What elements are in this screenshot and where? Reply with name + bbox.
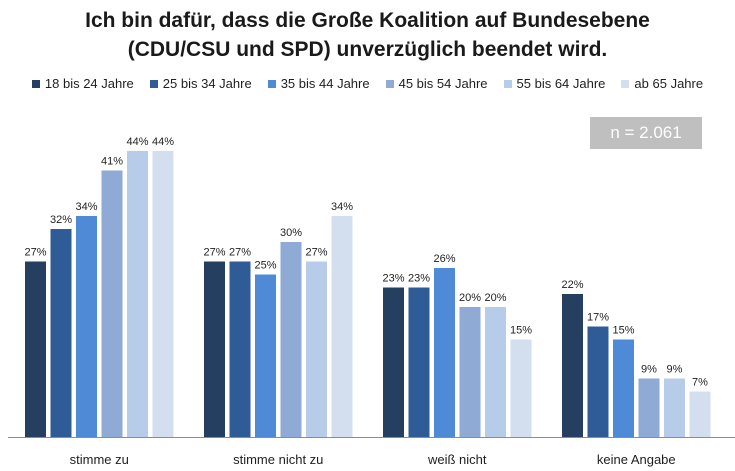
legend-item-65-plus: ab 65 Jahre	[621, 76, 703, 91]
category-label-stimme-nicht-zu: stimme nicht zu	[233, 452, 323, 467]
legend-label-35-44: 35 bis 44 Jahre	[280, 76, 370, 91]
legend-item-45-54: 45 bis 54 Jahre	[385, 76, 488, 91]
chart-title: Ich bin dafür, dass die Große Koalition …	[0, 6, 735, 64]
bar-weiss-nicht-25-bis-34-jahre	[408, 287, 430, 437]
bar-weiss-nicht-45-bis-54-jahre	[459, 307, 481, 437]
bar-weiss-nicht-ab-65-jahre	[510, 339, 532, 437]
legend-label-45-54: 45 bis 54 Jahre	[398, 76, 488, 91]
bar-stimme-nicht-zu-18-bis-24-jahre	[204, 261, 225, 437]
data-label-keine-angabe-18-bis-24-jahre: 22%	[561, 279, 583, 291]
legend-item-18-24: 18 bis 24 Jahre	[31, 76, 134, 91]
data-label-keine-angabe-55-bis-64-jahre: 9%	[667, 364, 683, 376]
bar-stimme-zu-45-bis-54-jahre	[101, 170, 123, 437]
bar-keine-angabe-35-bis-44-jahre	[613, 339, 634, 437]
data-label-stimme-zu-25-bis-34-jahre: 32%	[50, 214, 72, 226]
chart-title-line-2: (CDU/CSU und SPD) unverzüglich beendet w…	[127, 38, 608, 61]
data-label-keine-angabe-ab-65-jahre: 7%	[692, 377, 708, 389]
data-label-stimme-nicht-zu-35-bis-44-jahre: 25%	[254, 260, 276, 272]
bar-stimme-nicht-zu-55-bis-64-jahre	[306, 261, 327, 437]
bar-stimme-zu-ab-65-jahre	[152, 151, 174, 437]
bar-stimme-nicht-zu-35-bis-44-jahre	[255, 274, 276, 437]
bar-stimme-nicht-zu-25-bis-34-jahre	[229, 261, 251, 437]
legend-label-18-24: 18 bis 24 Jahre	[44, 76, 134, 91]
legend: 18 bis 24 Jahre 25 bis 34 Jahre 35 bis 4…	[0, 76, 735, 91]
bar-stimme-nicht-zu-ab-65-jahre	[331, 216, 353, 437]
legend-label-25-34: 25 bis 34 Jahre	[162, 76, 252, 91]
legend-swatch-55-64	[503, 79, 512, 88]
bar-stimme-zu-35-bis-44-jahre	[76, 216, 97, 437]
legend-swatch-65-plus	[621, 79, 630, 88]
bar-weiss-nicht-35-bis-44-jahre	[434, 268, 455, 437]
bar-keine-angabe-25-bis-34-jahre	[587, 326, 609, 437]
bar-keine-angabe-45-bis-54-jahre	[638, 378, 660, 437]
data-label-stimme-nicht-zu-ab-65-jahre: 34%	[331, 201, 353, 213]
sample-size-badge: n = 2.061	[590, 117, 702, 149]
data-label-stimme-nicht-zu-55-bis-64-jahre: 27%	[305, 247, 327, 259]
data-label-stimme-nicht-zu-45-bis-54-jahre: 30%	[280, 227, 302, 239]
category-label-weiss-nicht: weiß nicht	[427, 452, 487, 467]
legend-swatch-35-44	[267, 79, 276, 88]
data-label-weiss-nicht-35-bis-44-jahre: 26%	[433, 253, 455, 265]
bar-weiss-nicht-18-bis-24-jahre	[383, 287, 404, 437]
data-label-weiss-nicht-55-bis-64-jahre: 20%	[484, 292, 506, 304]
bar-stimme-zu-25-bis-34-jahre	[50, 229, 72, 437]
legend-label-65-plus: ab 65 Jahre	[634, 76, 704, 91]
category-label-stimme-zu: stimme zu	[70, 452, 129, 467]
bar-weiss-nicht-55-bis-64-jahre	[485, 307, 506, 437]
legend-item-25-34: 25 bis 34 Jahre	[149, 76, 252, 91]
data-label-stimme-nicht-zu-18-bis-24-jahre: 27%	[203, 247, 225, 259]
data-label-weiss-nicht-25-bis-34-jahre: 23%	[408, 273, 430, 285]
data-label-stimme-zu-ab-65-jahre: 44%	[152, 136, 174, 148]
data-label-stimme-zu-55-bis-64-jahre: 44%	[126, 136, 148, 148]
data-label-weiss-nicht-18-bis-24-jahre: 23%	[382, 273, 404, 285]
data-label-keine-angabe-35-bis-44-jahre: 15%	[612, 325, 634, 337]
data-label-weiss-nicht-45-bis-54-jahre: 20%	[459, 292, 481, 304]
legend-item-35-44: 35 bis 44 Jahre	[267, 76, 370, 91]
data-label-keine-angabe-25-bis-34-jahre: 17%	[587, 312, 609, 324]
category-label-keine-angabe: keine Angabe	[597, 452, 676, 467]
legend-item-55-64: 55 bis 64 Jahre	[503, 76, 606, 91]
legend-label-55-64: 55 bis 64 Jahre	[516, 76, 606, 91]
data-label-keine-angabe-45-bis-54-jahre: 9%	[641, 364, 657, 376]
data-label-stimme-zu-45-bis-54-jahre: 41%	[101, 156, 123, 168]
bar-keine-angabe-18-bis-24-jahre	[562, 294, 583, 437]
bar-keine-angabe-55-bis-64-jahre	[664, 378, 685, 437]
bar-stimme-nicht-zu-45-bis-54-jahre	[280, 242, 302, 437]
bar-keine-angabe-ab-65-jahre	[689, 391, 711, 437]
data-label-weiss-nicht-ab-65-jahre: 15%	[510, 325, 532, 337]
legend-swatch-25-34	[149, 79, 158, 88]
data-label-stimme-zu-35-bis-44-jahre: 34%	[75, 201, 97, 213]
legend-swatch-18-24	[31, 79, 40, 88]
data-label-stimme-zu-18-bis-24-jahre: 27%	[24, 247, 46, 259]
data-label-stimme-nicht-zu-25-bis-34-jahre: 27%	[229, 247, 251, 259]
bar-stimme-zu-18-bis-24-jahre	[25, 261, 46, 437]
chart-title-line-1: Ich bin dafür, dass die Große Koalition …	[85, 9, 650, 32]
bar-stimme-zu-55-bis-64-jahre	[127, 151, 148, 437]
legend-swatch-45-54	[385, 79, 394, 88]
